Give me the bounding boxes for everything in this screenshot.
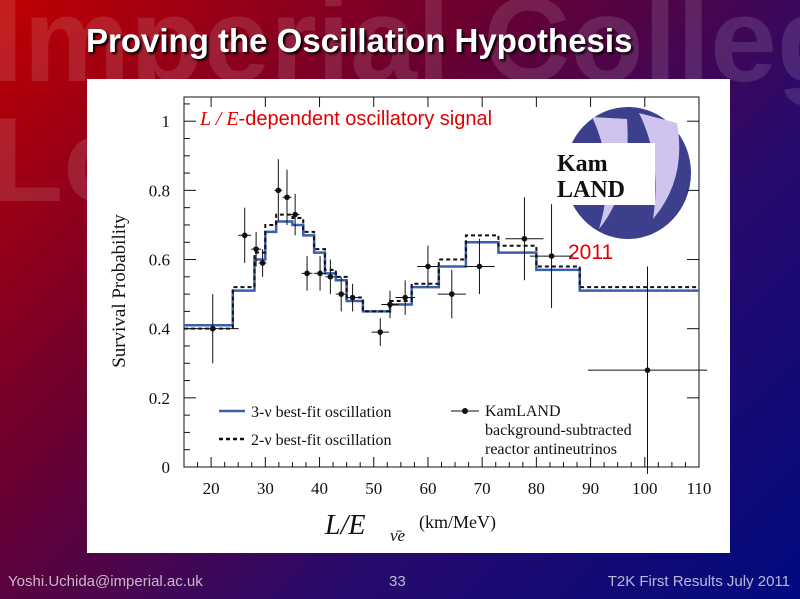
y-tick-label: 0.8 — [149, 181, 170, 200]
data-point-marker — [548, 253, 555, 259]
footer-email: Yoshi.Uchida@imperial.ac.uk — [8, 573, 203, 590]
x-axis-label-main: L/E — [324, 510, 365, 541]
data-point — [258, 249, 267, 277]
legend-data-label-1: KamLAND — [485, 403, 561, 420]
data-point — [437, 269, 466, 319]
data-point — [290, 193, 300, 236]
data-point — [301, 256, 313, 291]
y-tick-label: 0 — [162, 458, 171, 477]
data-point-marker — [259, 260, 266, 266]
data-point-marker — [425, 263, 431, 270]
data-point-marker — [402, 294, 408, 301]
data-point-marker — [449, 291, 455, 297]
data-point-marker — [284, 194, 290, 201]
y-tick-label: 1 — [162, 112, 171, 131]
data-point — [371, 318, 389, 346]
x-tick-label: 20 — [203, 479, 220, 498]
data-point — [464, 238, 495, 295]
two-nu-fit-line — [184, 213, 699, 330]
x-tick-label: 30 — [257, 479, 274, 498]
x-tick-label: 40 — [311, 479, 328, 498]
annotation-year: 2011 — [568, 241, 613, 264]
data-point — [251, 231, 261, 267]
legend: 3-ν best-fit oscillation 2-ν best-fit os… — [219, 403, 632, 458]
data-point — [274, 159, 283, 222]
data-point-marker — [241, 232, 248, 239]
data-point-marker — [209, 325, 216, 332]
data-point — [529, 204, 574, 308]
axes: 20 30 40 50 60 70 80 90 100 110 0 0.2 0.4 0.6 0.8 1 — [149, 96, 712, 498]
x-tick-label: 70 — [474, 479, 491, 498]
y-tick-label: 0.4 — [149, 320, 171, 339]
data-point-marker — [521, 235, 528, 242]
data-point — [381, 290, 399, 319]
data-point-marker — [275, 187, 282, 194]
kamland-logo-textbox — [555, 143, 655, 205]
data-point-marker — [292, 211, 298, 218]
legend-two-nu-label: 2-ν best-fit oscillation — [251, 432, 392, 449]
data-point — [325, 259, 336, 295]
data-point — [395, 280, 415, 315]
series-layer — [184, 159, 708, 474]
kamland-logo-line1: Kam — [557, 151, 608, 177]
x-axis-label-unit: (km/MeV) — [419, 512, 496, 533]
data-point-marker — [349, 294, 356, 301]
y-tick-label: 0.6 — [149, 251, 170, 270]
annotation-prefix: L / E — [199, 108, 239, 130]
data-point — [346, 283, 359, 312]
footer-event: T2K First Results July 2011 — [607, 573, 790, 590]
kamland-logo-line2: LAND — [557, 177, 625, 203]
legend-data-swatch-marker — [462, 408, 468, 414]
plot-panel: Kam LAND L / E-dependent oscillatory sig… — [87, 79, 730, 553]
x-tick-label: 60 — [419, 479, 436, 498]
data-point-marker — [476, 263, 483, 270]
y-axis-label: Survival Probability — [109, 214, 130, 368]
legend-three-nu-label: 3-ν best-fit oscillation — [251, 404, 392, 421]
data-point-marker — [327, 274, 334, 280]
data-point — [417, 245, 439, 288]
x-tick-label: 100 — [632, 479, 658, 498]
data-point-marker — [644, 367, 651, 373]
data-point — [186, 294, 239, 364]
x-axis-label-sub: ν̄e — [390, 526, 406, 545]
annotation-text: -dependent oscillatory signal — [239, 108, 493, 130]
oscillation-annotation: L / E-dependent oscillatory signal — [199, 108, 492, 130]
footer-page-number: 33 — [389, 573, 406, 590]
x-tick-label: 80 — [528, 479, 545, 498]
data-point-marker — [387, 301, 393, 308]
data-point — [335, 276, 347, 312]
data-point — [505, 197, 544, 281]
legend-data-label-2: background-subtracted — [485, 422, 632, 439]
x-tick-label: 110 — [687, 479, 712, 498]
y-tick-label: 0.2 — [149, 389, 170, 408]
slide-title: Proving the Oscillation Hypothesis — [86, 22, 633, 59]
data-point — [282, 169, 292, 225]
data-point — [238, 207, 252, 263]
data-point — [587, 266, 708, 474]
data-point — [314, 256, 327, 291]
kamland-logo-arc-2 — [639, 113, 680, 219]
data-point-marker — [253, 246, 259, 252]
survival-probability-chart: Kam LAND L / E-dependent oscillatory sig… — [109, 96, 712, 545]
x-tick-label: 90 — [582, 479, 599, 498]
kamland-logo: Kam LAND — [555, 107, 691, 239]
legend-data-label-3: reactor antineutrinos — [485, 441, 617, 458]
data-point-marker — [338, 291, 345, 297]
data-point-marker — [377, 329, 384, 335]
data-point-marker — [317, 270, 323, 277]
data-point-marker — [304, 270, 310, 277]
x-tick-label: 50 — [365, 479, 382, 498]
